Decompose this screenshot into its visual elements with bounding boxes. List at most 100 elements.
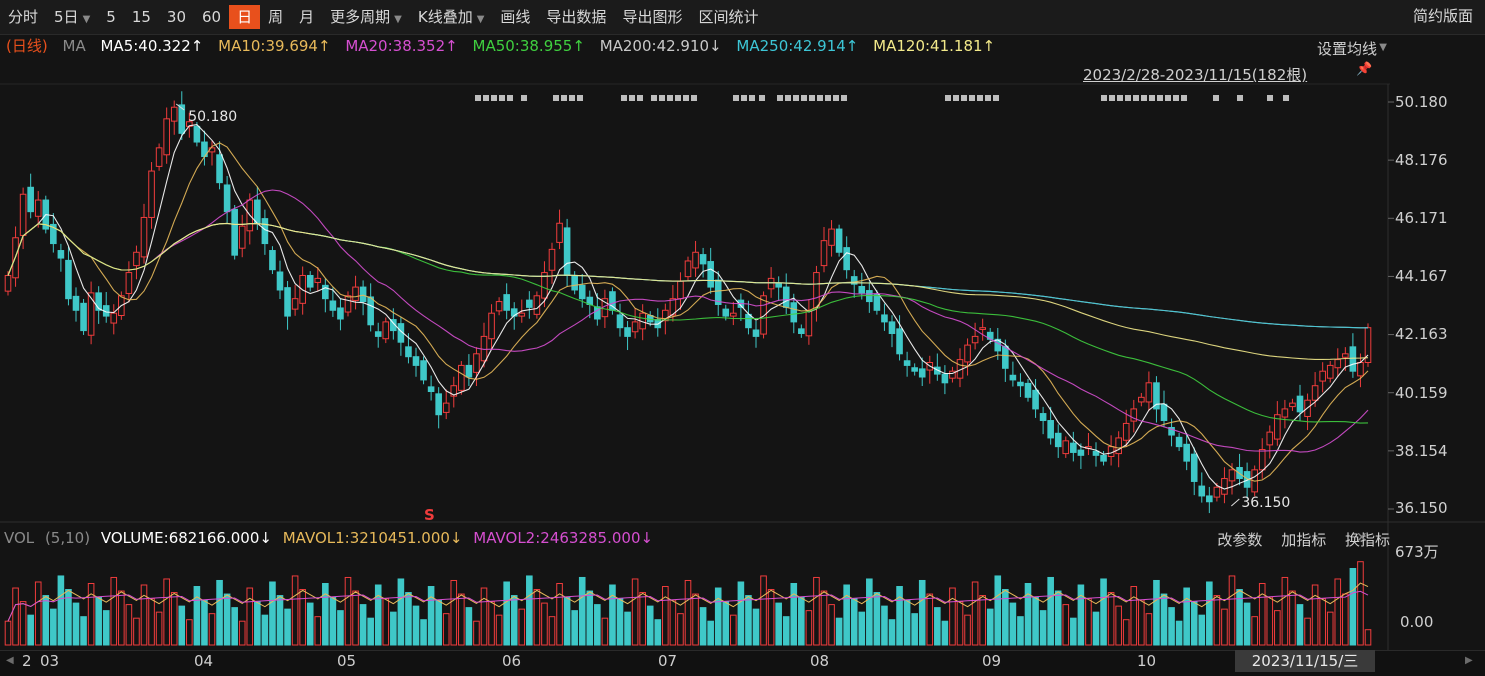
more-periods-menu[interactable]: 更多周期 ▼ (322, 5, 410, 29)
tab-weekly[interactable]: 周 (268, 8, 284, 26)
month-label: 10 (1137, 652, 1157, 670)
candle-body (140, 216, 148, 258)
event-marker (741, 95, 747, 101)
vol-params[interactable]: (5,10) (44, 529, 91, 547)
candle-body (4, 274, 12, 292)
event-marker (675, 95, 681, 101)
volume-bar (526, 575, 533, 646)
chevron-down-icon[interactable]: ▼ (1379, 42, 1387, 53)
volume-bar (888, 619, 896, 646)
scroll-right-icon[interactable]: ▶ (1465, 655, 1473, 666)
candle-body (934, 366, 941, 375)
chevron-down-icon[interactable]: ▼ (82, 14, 91, 25)
tab-daily[interactable]: 日 (229, 5, 261, 29)
candle-body (964, 344, 971, 363)
volume-bar (1243, 602, 1251, 646)
candle-body (941, 373, 949, 384)
kline-overlay-label: K线叠加 (417, 8, 473, 26)
volume-bar (1107, 592, 1115, 646)
candle-body (412, 356, 420, 366)
tab-30min[interactable]: 30 (166, 8, 186, 26)
add-indicator-button[interactable]: 加指标 (1281, 531, 1327, 549)
candle-body (684, 260, 692, 278)
scroll-left-icon[interactable]: ◀ (6, 655, 14, 666)
switch-indicator-button[interactable]: 换指标 (1344, 531, 1390, 549)
ma10-value: MA10:39.694↑ (218, 37, 331, 55)
volume-bar (269, 581, 276, 646)
volume-bar (65, 589, 72, 646)
candle-body (1077, 449, 1085, 456)
volume-bar (102, 610, 110, 646)
edit-params-button[interactable]: 改参数 (1217, 531, 1263, 549)
pin-icon[interactable]: 📌 (1356, 62, 1373, 77)
export-data-button[interactable]: 导出数据 (546, 8, 607, 26)
volume-bar (1349, 568, 1357, 646)
tab-5day[interactable]: 5日 ▼ (46, 5, 98, 29)
candle-body (367, 296, 374, 326)
volume-bar (1145, 613, 1153, 646)
volume-bar (971, 581, 979, 646)
volume-bar (798, 596, 805, 646)
date-range-label[interactable]: 2023/2/28-2023/11/15(182根) (1083, 66, 1308, 84)
candle-body (87, 292, 95, 336)
tab-60min[interactable]: 60 (202, 8, 222, 26)
candle-body (911, 367, 918, 372)
volume-bar (322, 582, 329, 646)
volume-bar (548, 616, 556, 646)
price-tick: 42.163 (1395, 325, 1448, 343)
candle-body (760, 295, 767, 335)
candle-body (1145, 382, 1153, 403)
volume-bar (1115, 605, 1122, 646)
ma-label[interactable]: MA (62, 37, 86, 55)
candle-body (329, 300, 337, 311)
candle-body (170, 106, 178, 122)
candle-body (1183, 443, 1190, 462)
tab-monthly[interactable]: 月 (299, 8, 315, 26)
candle-body (714, 279, 722, 305)
period-tag[interactable]: (日线) (6, 37, 48, 55)
tab-15min[interactable]: 15 (131, 8, 151, 26)
candle-body (1062, 440, 1070, 455)
price-tick: 48.176 (1395, 151, 1448, 169)
tab-5min[interactable]: 5 (106, 8, 116, 26)
range-stats-button[interactable]: 区间统计 (698, 8, 759, 26)
volume-bar (994, 575, 1002, 646)
volume-bar (986, 608, 994, 646)
event-marker (759, 95, 765, 101)
volume-bar (329, 596, 337, 646)
volume-bar (601, 617, 609, 646)
tab-intraday[interactable]: 分时 (8, 8, 39, 26)
volume-bar (186, 619, 193, 646)
event-marker (651, 95, 657, 101)
candle-body (1054, 432, 1062, 448)
candle-body (782, 286, 790, 308)
price-tick: 44.167 (1395, 267, 1448, 285)
volume-bar (1296, 604, 1304, 646)
candle-body (918, 368, 926, 378)
ma200-value: MA200:42.910↓ (599, 37, 722, 55)
candle-body (1138, 396, 1145, 403)
volume-bar (72, 602, 80, 646)
export-chart-button[interactable]: 导出图形 (622, 8, 683, 26)
candle-body (1258, 449, 1266, 471)
volume-bar (1326, 611, 1334, 646)
mavol2-value: MAVOL2:2463285.000↓ (473, 529, 654, 547)
draw-line-button[interactable]: 画线 (500, 8, 531, 26)
volume-bar (352, 590, 359, 646)
kline-overlay-menu[interactable]: K线叠加 ▼ (410, 5, 493, 29)
volume-bar (397, 578, 405, 646)
volume-bar (367, 617, 374, 646)
simple-layout-button[interactable]: 简约版面 (1412, 7, 1473, 25)
candle-body (390, 319, 397, 332)
volume-bar (488, 601, 495, 646)
event-marker (1125, 95, 1131, 101)
candle-body (72, 295, 80, 311)
event-marker (1149, 95, 1155, 101)
volume-bar (1236, 589, 1243, 646)
price-tick: 50.180 (1395, 93, 1448, 111)
close-icon[interactable]: ✕ (1356, 530, 1368, 546)
set-ma-button[interactable]: 设置均线 (1316, 40, 1377, 58)
candle-body (1047, 420, 1054, 439)
event-marker (817, 95, 823, 101)
